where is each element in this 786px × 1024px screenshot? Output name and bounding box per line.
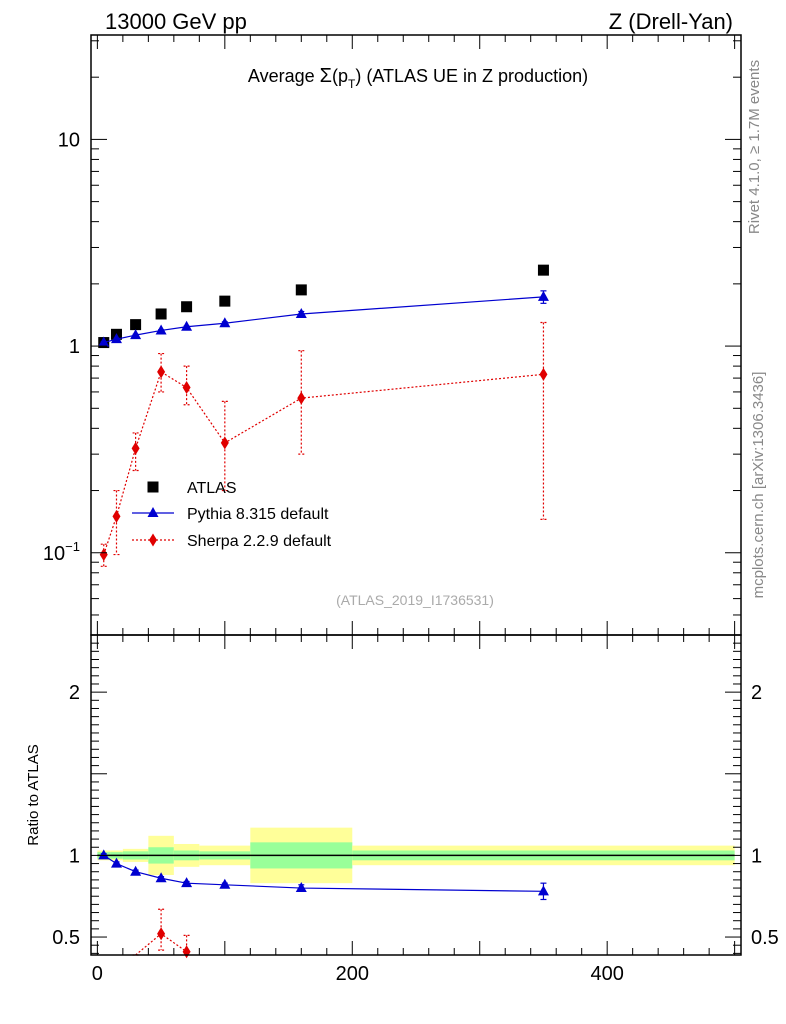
atlas-data-point	[130, 319, 142, 331]
legend-sherpa-marker	[149, 533, 157, 547]
pythia-data-point	[155, 324, 167, 335]
sherpa-data-point	[220, 436, 229, 450]
pythia-data-point	[130, 865, 142, 876]
rivet-version-label: Rivet 4.1.0, ≥ 1.7M events	[746, 60, 763, 234]
analysis-id-label: (ATLAS_2019_I1736531)	[336, 592, 494, 608]
header-right-label: Z (Drell-Yan)	[609, 9, 733, 34]
pythia-line	[103, 296, 544, 344]
ratio-y-tick-label: 2	[69, 682, 80, 704]
pythia-data-point	[110, 333, 122, 344]
pythia-data-point	[98, 849, 110, 860]
ratio-y-tick-label-right: 0.5	[751, 927, 779, 949]
ratio-y-tick-label: 1	[69, 845, 80, 867]
atlas-data-point	[181, 301, 193, 313]
pythia-data-point	[181, 877, 193, 888]
sherpa-data-point	[131, 441, 140, 455]
atlas-data-point	[155, 308, 167, 320]
chart-title: Average Σ(pT) (ATLAS UE in Z production)	[248, 65, 588, 91]
pythia-data-point	[155, 872, 167, 883]
main-y-tick-label: 10−1	[43, 539, 80, 565]
pythia-data-point	[219, 878, 231, 889]
ratio-y-tick-label-right: 2	[751, 682, 762, 704]
sherpa-data-point	[112, 509, 121, 523]
atlas-data-point	[295, 284, 307, 296]
sherpa-line	[103, 370, 544, 555]
atlas-data-point	[219, 295, 231, 307]
sherpa-data-point	[157, 927, 166, 941]
legend-atlas-label: ATLAS	[187, 480, 237, 497]
ratio-ylabel: Ratio to ATLAS	[25, 744, 42, 845]
legend-pythia-marker	[147, 507, 159, 517]
pythia-data-point	[130, 329, 142, 340]
legend-sherpa-label: Sherpa 2.2.9 default	[187, 533, 332, 550]
sherpa-data-point	[182, 381, 191, 395]
ratio-y-tick-label-right: 1	[751, 845, 762, 867]
pythia-data-point	[110, 857, 122, 868]
sherpa-data-point	[157, 365, 166, 379]
sherpa-data-point	[297, 391, 306, 405]
pythia-data-point	[295, 307, 307, 318]
pythia-data-point	[537, 885, 549, 896]
header-left-label: 13000 GeV pp	[105, 9, 247, 34]
pythia-data-point	[537, 290, 549, 301]
legend-pythia-label: Pythia 8.315 default	[187, 506, 329, 523]
pythia-data-point	[181, 320, 193, 331]
ratio-x-tick-label: 200	[336, 963, 369, 985]
ratio-y-tick-label: 0.5	[52, 927, 80, 949]
mcplots-label: mcplots.cern.ch [arXiv:1306.3436]	[750, 372, 767, 599]
main-plot-area: 10−1 1 10 ATLAS Pythia 8.315 default Sherpa 2…	[43, 34, 742, 636]
ratio-plot-area: 0 200 400 0.5 0.5 1 1 2 2	[52, 634, 779, 985]
main-y-tick-label: 10	[58, 129, 80, 151]
ratio-plot-frame	[90, 634, 742, 956]
atlas-data-point	[537, 264, 549, 276]
ratio-x-tick-label: 400	[590, 963, 623, 985]
main-y-tick-label: 1	[69, 336, 80, 358]
legend-atlas-marker	[147, 481, 159, 493]
sherpa-data-point	[182, 945, 191, 959]
pythia-data-point	[295, 882, 307, 893]
sherpa-data-point	[99, 548, 108, 562]
pythia-data-point	[98, 336, 110, 347]
pythia-data-point	[219, 317, 231, 328]
ratio-x-tick-label: 0	[92, 963, 103, 985]
sherpa-data-point	[539, 367, 548, 381]
